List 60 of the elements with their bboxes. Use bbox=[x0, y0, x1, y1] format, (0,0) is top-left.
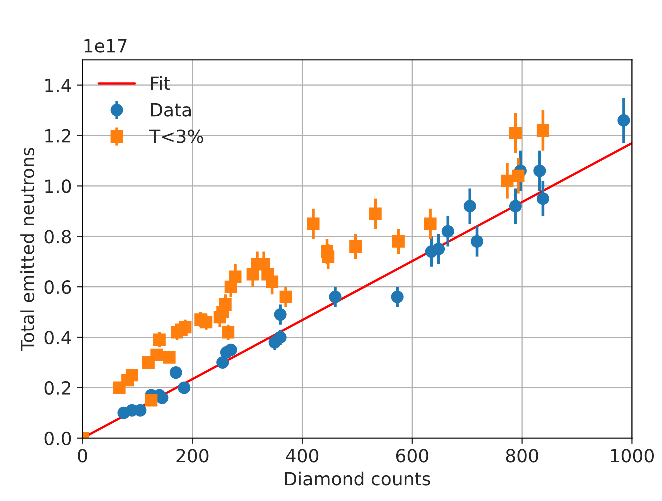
text: 1e17 bbox=[84, 39, 127, 53]
point bbox=[424, 218, 437, 230]
point bbox=[350, 240, 362, 253]
x-tick-label: 0 bbox=[78, 449, 88, 463]
point bbox=[153, 334, 166, 346]
point bbox=[224, 344, 238, 356]
y-tick-label: 0.6 bbox=[44, 280, 72, 294]
y-tick-label: 0.2 bbox=[44, 381, 71, 396]
point bbox=[509, 200, 522, 213]
point bbox=[512, 170, 525, 182]
point bbox=[179, 321, 192, 334]
legend-label: Data bbox=[151, 103, 192, 117]
x-tick-label: 200 bbox=[176, 449, 209, 463]
point bbox=[126, 369, 138, 382]
y-tick-label: 0.8 bbox=[44, 230, 72, 244]
point bbox=[322, 250, 335, 264]
x-tick-label: 400 bbox=[286, 449, 319, 463]
point bbox=[442, 225, 454, 238]
point bbox=[229, 270, 242, 284]
point bbox=[216, 356, 230, 369]
point bbox=[329, 290, 342, 304]
point bbox=[170, 366, 182, 380]
point bbox=[369, 208, 382, 220]
point bbox=[274, 331, 287, 344]
point bbox=[307, 218, 320, 230]
x-tick-label: 1000 bbox=[611, 449, 654, 463]
point bbox=[150, 348, 164, 362]
point bbox=[391, 290, 404, 304]
point bbox=[464, 200, 476, 213]
y-tick-label: 1.2 bbox=[46, 129, 71, 143]
point bbox=[392, 235, 405, 248]
y-tick-label: 0.0 bbox=[44, 432, 72, 446]
y-axis-title: Total emitted neutrons bbox=[20, 148, 35, 352]
point bbox=[274, 308, 287, 322]
point bbox=[156, 392, 169, 404]
point bbox=[178, 382, 191, 394]
point bbox=[219, 298, 232, 311]
legend-label: Fit bbox=[151, 76, 170, 90]
point bbox=[501, 174, 514, 188]
point bbox=[145, 394, 158, 407]
point bbox=[618, 114, 630, 127]
point bbox=[224, 280, 238, 294]
y-tick-label: 1.4 bbox=[46, 79, 72, 92]
x-tick-label: 600 bbox=[396, 449, 428, 463]
legend-label: T<3% bbox=[150, 130, 204, 144]
point bbox=[222, 326, 235, 339]
point bbox=[536, 124, 550, 137]
point bbox=[163, 351, 176, 364]
point bbox=[200, 316, 213, 329]
y-tick-label: 0.4 bbox=[44, 330, 72, 345]
point bbox=[432, 242, 446, 256]
point bbox=[471, 235, 484, 248]
point bbox=[509, 127, 522, 140]
x-axis-title: Diamond counts bbox=[285, 472, 430, 486]
point bbox=[280, 290, 292, 304]
x-tick-label: 800 bbox=[506, 449, 538, 463]
point bbox=[266, 276, 279, 288]
point bbox=[534, 164, 546, 178]
y-tick-label: 1.0 bbox=[46, 180, 72, 194]
point bbox=[536, 192, 550, 206]
